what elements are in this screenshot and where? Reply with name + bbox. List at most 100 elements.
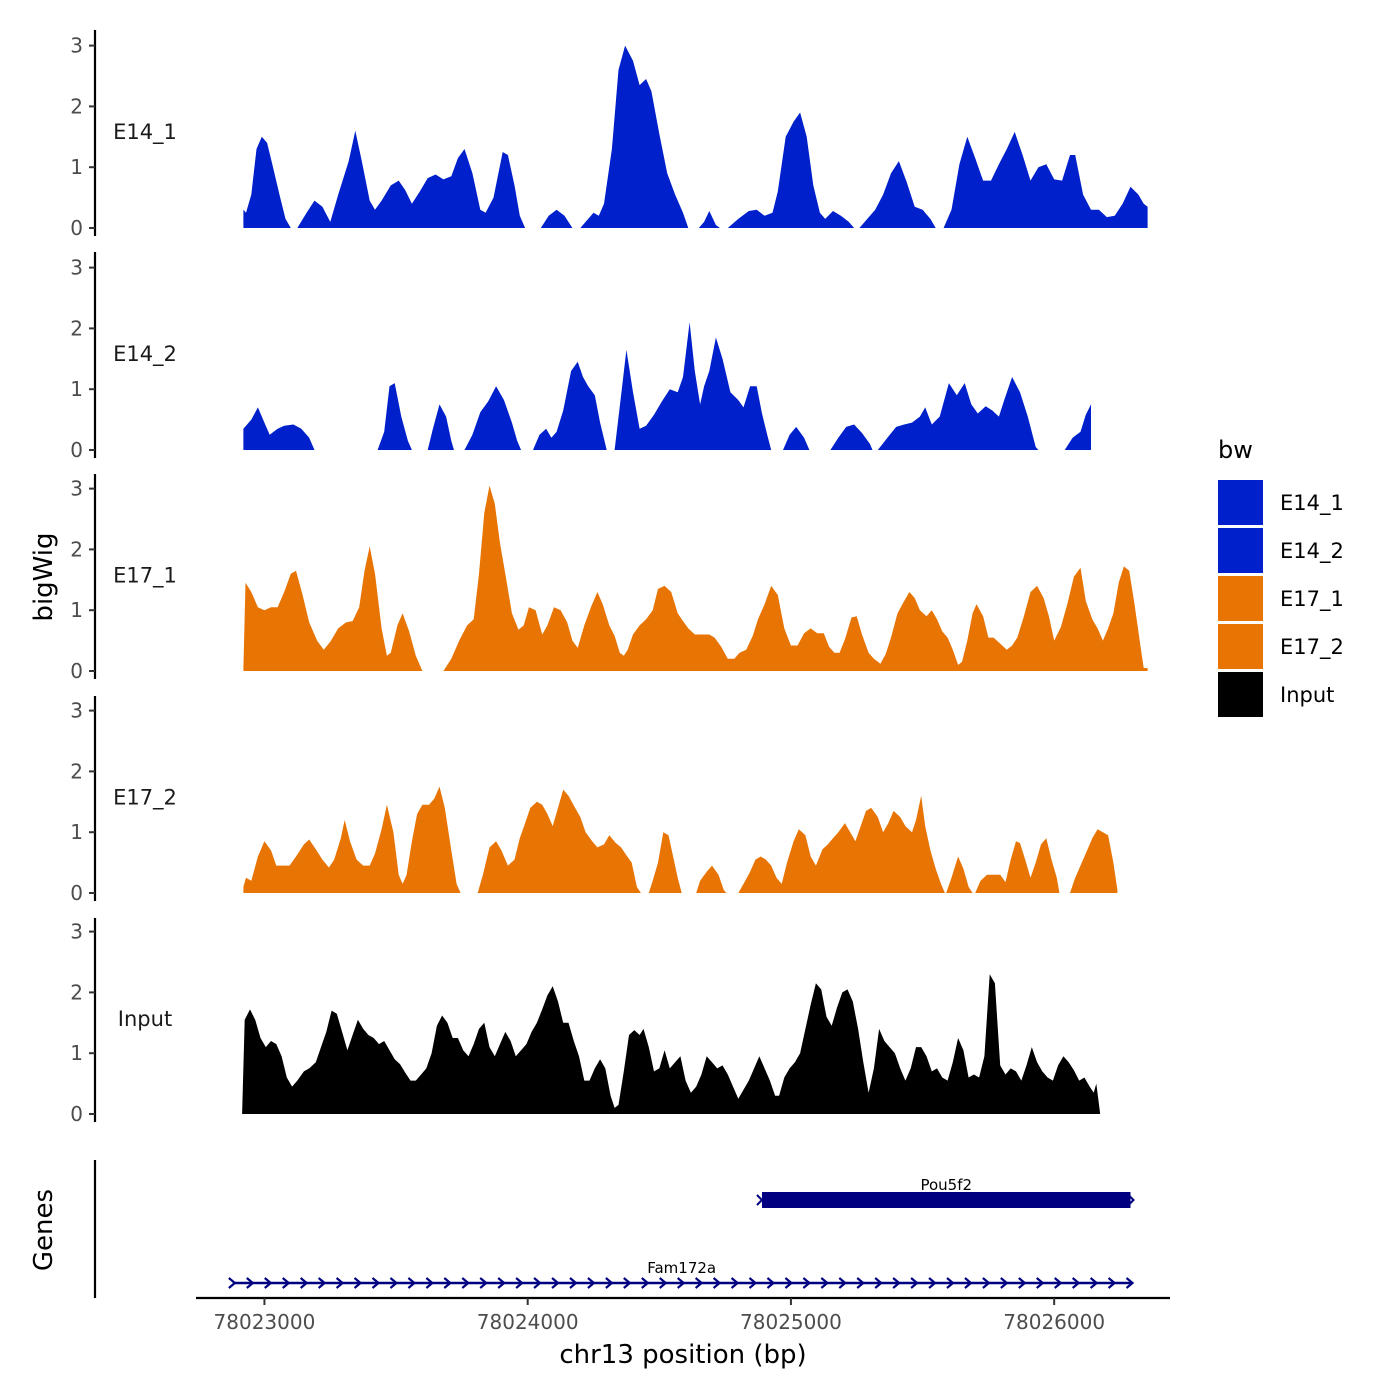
strand-arrow [694, 1277, 704, 1289]
genes-panel: Pou5f2 Fam172a [93, 1160, 1135, 1298]
y-tick-label: 1 [70, 377, 83, 401]
strand-arrow [569, 1277, 578, 1289]
strand-arrow [982, 1277, 991, 1289]
strand-arrow [1071, 1277, 1081, 1289]
x-tick-label: 78025000 [740, 1310, 842, 1334]
strand-arrow [946, 1277, 955, 1289]
track-label: E14_1 [113, 120, 177, 145]
y-tick-label: 0 [70, 659, 83, 683]
area-E14_2 [243, 322, 1091, 450]
strand-arrow [605, 1277, 614, 1289]
genes-axis-title: Genes [29, 1189, 59, 1271]
strand-arrow [756, 1194, 764, 1206]
strand-arrow [1053, 1277, 1063, 1289]
y-tick-label: 3 [70, 477, 83, 501]
track-label: E17_1 [113, 564, 177, 589]
x-tick-label: 78026000 [1003, 1310, 1105, 1334]
strand-arrow [282, 1277, 291, 1289]
y-tick-label: 2 [70, 980, 83, 1004]
track-E14_1: 0 1 2 3 E14_1 [70, 30, 1148, 240]
gene-Fam172a: Fam172a [228, 1259, 1135, 1289]
bigwig-tracks: 0 1 2 3 E14_1 0 1 2 3 E14_2 0 1 2 3 E17_1 0 1 2 3 E17_2 0 1 2 3… [70, 30, 1148, 1126]
x-axis-title: chr13 position (bp) [559, 1340, 806, 1370]
strand-arrow [317, 1277, 327, 1289]
area-E14_1 [243, 45, 1148, 228]
strand-arrow [784, 1277, 794, 1289]
strand-arrow [766, 1277, 776, 1289]
x-tick-label: 78023000 [214, 1310, 316, 1334]
strand-arrow [264, 1277, 273, 1289]
y-tick-label: 2 [70, 759, 83, 783]
y-tick-label: 3 [70, 920, 83, 944]
area-E17_1 [243, 485, 1148, 671]
strand-arrow [371, 1277, 381, 1289]
strand-arrow [461, 1277, 470, 1289]
legend-label: E14_2 [1280, 539, 1344, 564]
track-label: E17_2 [113, 786, 177, 811]
strand-arrow [641, 1277, 650, 1289]
legend-title: bw [1218, 436, 1253, 464]
strand-arrow [623, 1277, 632, 1289]
strand-arrow [910, 1277, 919, 1289]
strand-arrow [587, 1277, 596, 1289]
strand-arrow [712, 1277, 722, 1289]
area-Input [242, 974, 1101, 1114]
strand-arrow [533, 1277, 542, 1289]
strand-arrow [1018, 1277, 1027, 1289]
strand-arrow [407, 1277, 417, 1289]
strand-arrow [1089, 1277, 1099, 1289]
y-tick-label: 0 [70, 216, 83, 240]
strand-arrow [515, 1277, 524, 1289]
legend: bw E14_1 E14_2 E17_1 E17_2 Input [1218, 436, 1344, 717]
track-E17_2: 0 1 2 3 E17_2 [70, 696, 1118, 905]
strand-arrow [389, 1277, 399, 1289]
legend-key-E14_1 [1218, 480, 1263, 525]
y-tick-label: 2 [70, 537, 83, 561]
strand-arrow [874, 1277, 883, 1289]
strand-arrow [892, 1277, 901, 1289]
legend-key-Input [1218, 672, 1263, 717]
legend-key-E17_1 [1218, 576, 1263, 621]
strand-arrow [551, 1277, 560, 1289]
gene-label: Pou5f2 [920, 1176, 972, 1194]
strand-arrow [1036, 1277, 1045, 1289]
y-tick-label: 0 [70, 1102, 83, 1126]
strand-arrow [856, 1277, 865, 1289]
y-tick-label: 3 [70, 34, 83, 58]
strand-arrow [820, 1277, 830, 1289]
strand-arrow [659, 1277, 668, 1289]
track-label: Input [118, 1007, 172, 1031]
track-Input: 0 1 2 3 Input [70, 918, 1101, 1126]
legend-label: E17_2 [1280, 635, 1344, 660]
y-tick-label: 1 [70, 820, 83, 844]
y-tick-label: 0 [70, 881, 83, 905]
gene-Pou5f2: Pou5f2 [756, 1176, 1135, 1208]
strand-arrow [443, 1277, 453, 1289]
legend-key-E17_2 [1218, 624, 1263, 669]
legend-label: E17_1 [1280, 587, 1344, 612]
strand-arrow [838, 1277, 847, 1289]
track-E14_2: 0 1 2 3 E14_2 [70, 252, 1091, 462]
strand-arrow [928, 1277, 937, 1289]
gene-exon-bar [761, 1192, 1131, 1208]
y-tick-label: 1 [70, 598, 83, 622]
strand-arrow [299, 1277, 309, 1289]
y-tick-label: 1 [70, 155, 83, 179]
track-E17_1: 0 1 2 3 E17_1 [70, 474, 1148, 683]
strand-arrow [964, 1277, 973, 1289]
strand-arrow [1107, 1277, 1117, 1289]
strand-arrow [1125, 1277, 1135, 1289]
strand-arrow [497, 1277, 506, 1289]
y-tick-label: 2 [70, 316, 83, 340]
legend-label: Input [1280, 683, 1334, 707]
strand-arrow [748, 1277, 758, 1289]
track-label: E14_2 [113, 342, 177, 367]
y-axis-title: bigWig [29, 532, 59, 621]
x-axis: 78023000 78024000 78025000 78026000 [196, 1296, 1170, 1334]
y-tick-label: 3 [70, 699, 83, 723]
strand-arrow [802, 1277, 812, 1289]
strand-arrow [1127, 1194, 1135, 1206]
strand-arrow [353, 1277, 363, 1289]
x-tick-label: 78024000 [477, 1310, 579, 1334]
